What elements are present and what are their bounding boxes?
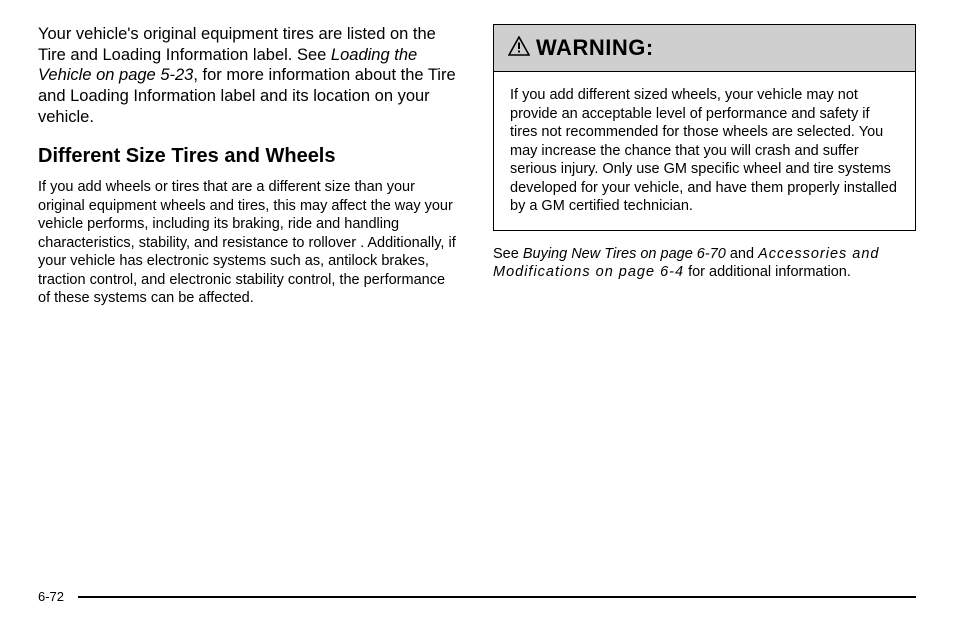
section-body: If you add wheels or tires that are a di… [38, 178, 461, 308]
warning-title: WARNING: [536, 35, 654, 61]
right-column: WARNING: If you add different sized whee… [493, 24, 916, 308]
after-warning-paragraph: See Buying New Tires on page 6-70 and Ac… [493, 245, 916, 282]
left-column: Your vehicle's original equipment tires … [38, 24, 461, 308]
page: Your vehicle's original equipment tires … [0, 0, 954, 638]
intro-paragraph: Your vehicle's original equipment tires … [38, 24, 461, 127]
two-column-layout: Your vehicle's original equipment tires … [38, 24, 916, 308]
page-number: 6-72 [38, 589, 64, 604]
section-heading: Different Size Tires and Wheels [38, 145, 461, 168]
warning-body: If you add different sized wheels, your … [494, 72, 915, 230]
warning-box: WARNING: If you add different sized whee… [493, 24, 916, 231]
after-mid: and [726, 246, 758, 262]
after-text-a: See [493, 246, 523, 262]
page-footer: 6-72 [38, 589, 916, 604]
crossref-buying-tires: Buying New Tires on page 6-70 [523, 246, 726, 262]
warning-header: WARNING: [494, 25, 915, 72]
after-text-b: for additional information. [684, 264, 851, 280]
footer-rule [78, 596, 916, 598]
warning-triangle-icon [508, 36, 530, 61]
